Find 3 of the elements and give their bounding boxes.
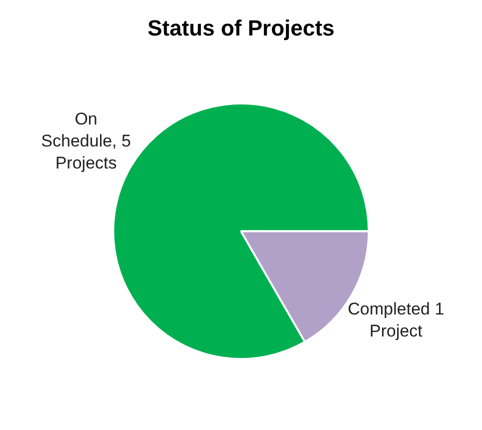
data-label: On Schedule, 5 Projects (41, 109, 131, 172)
data-label: Completed 1 Project (348, 299, 444, 340)
chart-title: Status of Projects (147, 15, 335, 40)
